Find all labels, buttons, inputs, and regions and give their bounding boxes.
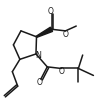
Polygon shape bbox=[36, 27, 53, 37]
Text: O: O bbox=[58, 67, 64, 76]
Text: O: O bbox=[63, 30, 68, 39]
Text: N: N bbox=[36, 51, 42, 60]
Text: O: O bbox=[48, 7, 53, 16]
Text: O: O bbox=[37, 78, 43, 87]
